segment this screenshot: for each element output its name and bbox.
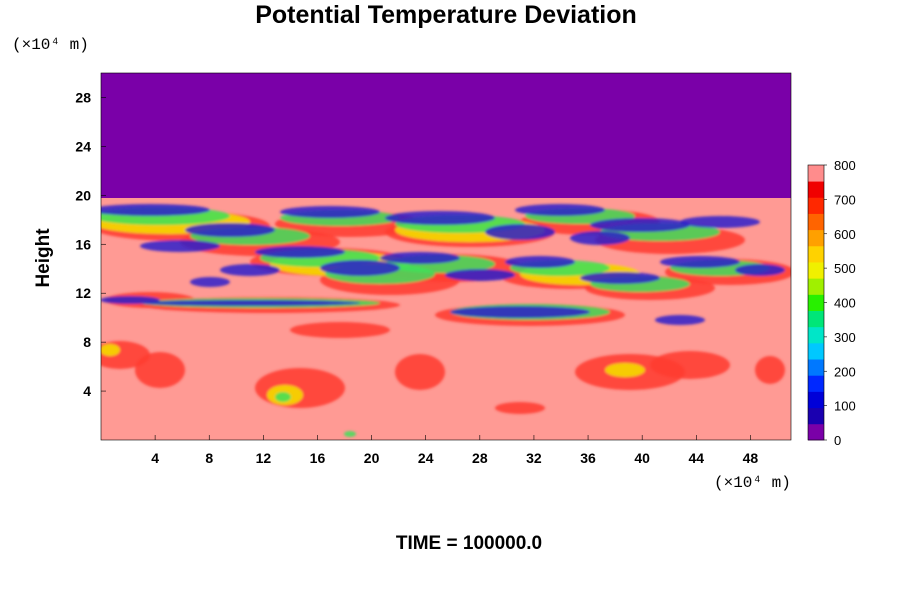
contour-feature [220, 264, 280, 276]
colorbar-segment [808, 181, 824, 198]
colorbar-segment [808, 407, 824, 425]
y-axis-label: Height [33, 228, 54, 288]
x-axis: 4 8 12 16 20 24 28 32 36 40 44 48 [151, 435, 758, 466]
x-tick-label: 4 [151, 450, 159, 466]
y-unit-label: (×10⁴ m) [12, 36, 89, 54]
y-tick-label: 24 [75, 138, 91, 154]
time-label: TIME = 100000.0 [396, 533, 542, 554]
contour-feature [101, 344, 120, 356]
colorbar-segment [808, 294, 824, 311]
contour-feature [445, 269, 515, 281]
y-tick-label: 12 [75, 285, 91, 301]
colorbar-segment [808, 391, 824, 409]
colorbar-tick-label: 600 [834, 227, 856, 242]
x-tick-label: 48 [743, 450, 759, 466]
x-tick-label: 28 [472, 450, 488, 466]
contour-feature [385, 211, 495, 225]
colorbar-segment [808, 262, 824, 279]
contour-feature [395, 354, 445, 390]
contour-feature [680, 216, 760, 228]
contour-feature [450, 306, 590, 318]
contour-feature [590, 218, 690, 232]
colorbar-segment [808, 423, 824, 441]
y-tick-label: 20 [75, 187, 91, 203]
colorbar-segment [808, 213, 824, 231]
x-tick-label: 36 [580, 450, 596, 466]
contour-feature [185, 223, 275, 237]
contour-feature [135, 352, 185, 388]
contour-feature [101, 296, 160, 304]
plot-area [101, 73, 791, 440]
y-tick-label: 28 [75, 89, 91, 105]
contour-feature [320, 260, 400, 276]
colorbar-tick-label: 200 [834, 364, 856, 379]
x-tick-label: 20 [364, 450, 380, 466]
contour-feature [344, 431, 356, 437]
x-unit-label: (×10⁴ m) [714, 474, 791, 492]
colorbar-tick-label: 500 [834, 261, 856, 276]
contour-feature [655, 315, 705, 325]
x-tick-label: 44 [689, 450, 705, 466]
contour-feature [380, 252, 460, 264]
colorbar-segment [808, 165, 824, 182]
contour-feature [280, 206, 380, 218]
x-tick-label: 40 [634, 450, 650, 466]
contour-feature [255, 368, 345, 408]
contour-feature [255, 246, 345, 258]
colorbar-segment [808, 229, 824, 247]
contour-feature [735, 264, 785, 276]
colorbar-segment [808, 278, 824, 295]
contour-feature [660, 256, 740, 268]
x-tick-label: 24 [418, 450, 434, 466]
colorbar: 0 100 200 300 400 500 600 700 800 [807, 158, 856, 448]
x-tick-label: 16 [310, 450, 326, 466]
contour-feature [515, 204, 605, 216]
colorbar-tick-label: 0 [834, 433, 841, 448]
colorbar-tick-label: 400 [834, 296, 856, 311]
contour-feature [190, 277, 230, 287]
plot-frame [100, 72, 792, 441]
contour-feature [290, 322, 390, 338]
colorbar-tick-label: 100 [834, 399, 856, 414]
contour-feature [755, 356, 785, 384]
y-tick-label: 8 [83, 334, 91, 350]
contour-feature [650, 351, 730, 379]
colorbar-segment [808, 342, 824, 360]
colorbar-segment [808, 197, 824, 214]
contour-feature [570, 231, 630, 245]
contour-feature [140, 240, 220, 252]
colorbar-segment [808, 359, 824, 376]
colorbar-tick-label: 800 [834, 158, 856, 173]
contour-feature [495, 402, 545, 414]
y-axis: 4 8 12 16 20 24 28 [75, 89, 106, 399]
colorbar-segment [808, 375, 824, 392]
colorbar-tick-label: 300 [834, 330, 856, 345]
x-tick-label: 12 [256, 450, 272, 466]
colorbar-segment [808, 326, 824, 344]
contour-feature [505, 256, 575, 268]
colorbar-segment [808, 245, 824, 263]
colorbar-tick-label: 700 [834, 192, 856, 207]
upper-layer [101, 73, 791, 198]
y-tick-label: 4 [83, 383, 91, 399]
chart-title: Potential Temperature Deviation [255, 1, 637, 29]
x-tick-label: 32 [526, 450, 542, 466]
turbulent-structures [101, 204, 791, 437]
contour-feature [275, 392, 291, 402]
contour-feature [580, 272, 660, 284]
contour-feature [485, 224, 555, 240]
y-tick-label: 16 [75, 236, 91, 252]
contour-feature [101, 204, 210, 216]
x-tick-label: 8 [205, 450, 213, 466]
contour-feature [605, 363, 645, 377]
contour-feature [140, 300, 360, 306]
colorbar-segment [808, 310, 824, 328]
